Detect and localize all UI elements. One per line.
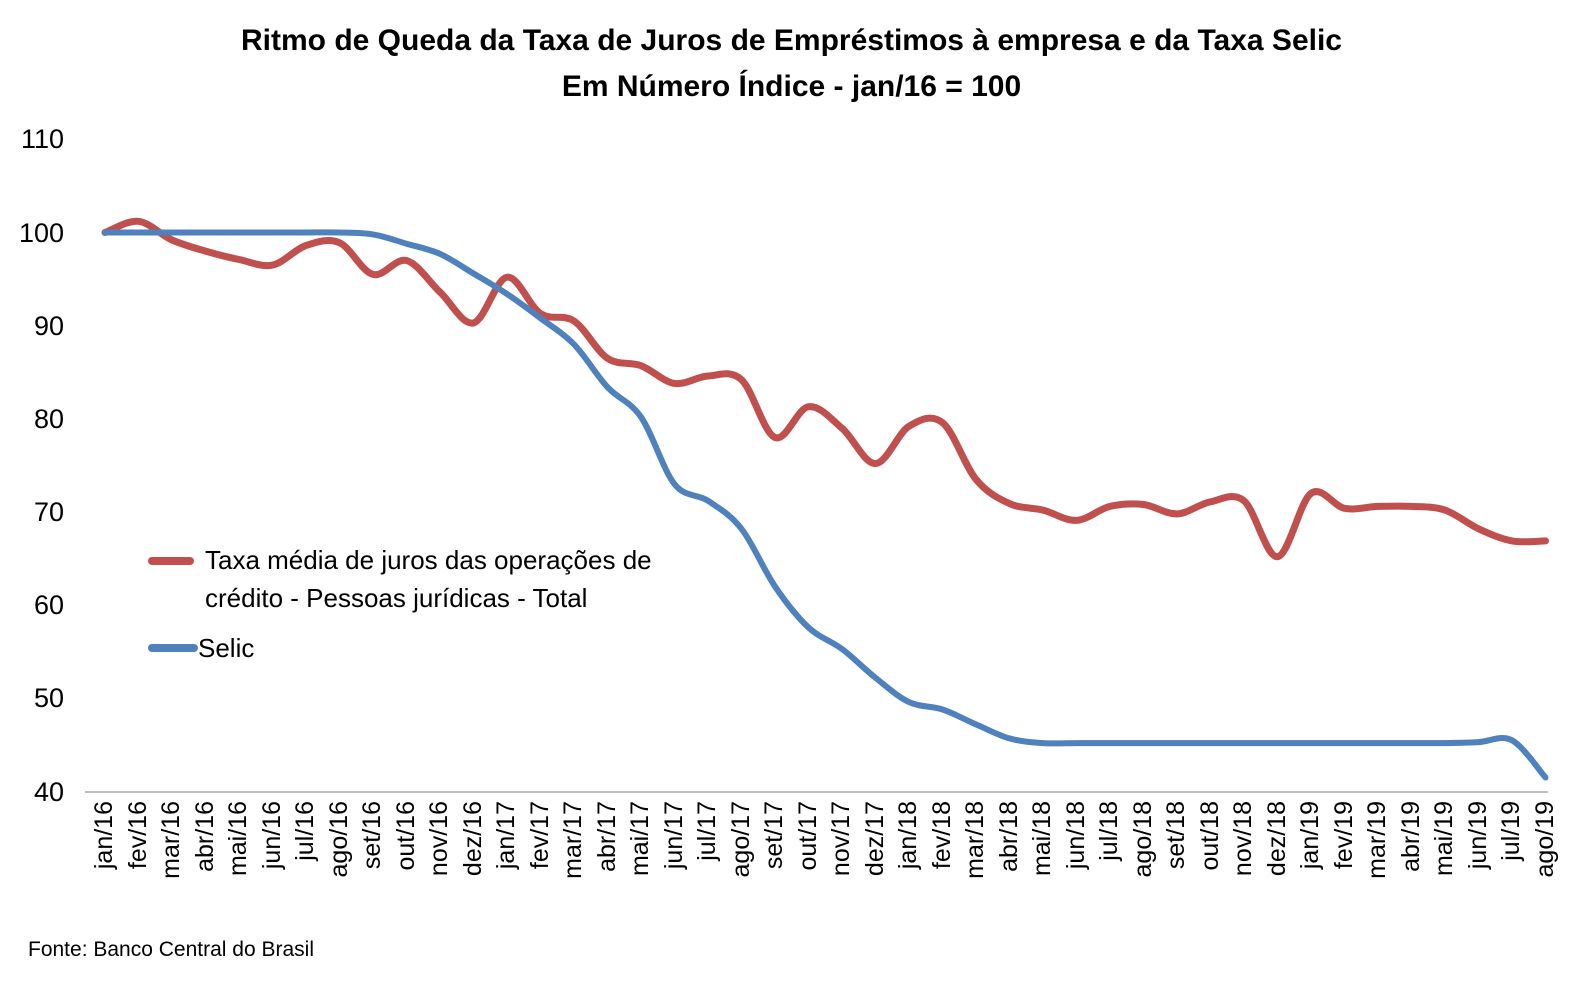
x-axis-tick-label: mai/17 <box>626 801 654 877</box>
x-axis-tick-label: fev/16 <box>123 801 152 870</box>
x-axis-tick-label: mar/19 <box>1363 801 1391 879</box>
y-axis-tick-label: 110 <box>20 124 64 155</box>
series-line-selic <box>102 229 1549 781</box>
legend-label-selic: Selic <box>198 633 255 663</box>
x-axis-tick-label: out/17 <box>793 801 822 871</box>
x-axis-tick-label: nov/18 <box>1229 801 1257 877</box>
x-axis-tick-label: abr/17 <box>592 801 621 872</box>
x-axis-tick-label: abr/18 <box>994 801 1023 872</box>
x-axis-tick-label: mai/16 <box>224 801 252 877</box>
y-axis-tick-label: 70 <box>33 497 64 527</box>
x-axis-tick-label: out/16 <box>391 801 420 871</box>
chart-title-line-1: Ritmo de Queda da Taxa de Juros de Empré… <box>241 24 1342 57</box>
x-axis-tick-label: set/16 <box>358 801 386 870</box>
x-axis-tick-label: set/17 <box>760 801 788 870</box>
x-axis-tick-label: dez/17 <box>860 801 889 877</box>
chart-title-line-2: Em Número Índice - jan/16 = 100 <box>561 70 1022 103</box>
legend-label-taxa-juros-line-2: crédito - Pessoas jurídicas - Total <box>205 583 588 613</box>
x-axis-tick-label: abr/19 <box>1396 801 1425 872</box>
source-note: Fonte: Banco Central do Brasil <box>28 938 314 961</box>
x-axis-tick-label: ago/16 <box>324 801 353 878</box>
legend-swatch-taxa-juros <box>148 557 194 565</box>
x-axis-tick-label: abr/16 <box>190 801 219 872</box>
x-axis-tick-label: fev/17 <box>525 801 554 870</box>
x-axis-tick-label: nov/16 <box>425 801 453 877</box>
x-axis-tick-label: jan/18 <box>894 801 922 870</box>
x-axis-tick-label: mar/17 <box>559 801 587 879</box>
x-axis-tick-label: jun/18 <box>1061 801 1090 870</box>
y-axis-tick-label: 100 <box>18 217 64 248</box>
y-axis-tick-label: 40 <box>33 776 64 807</box>
x-axis-tick-label: mar/16 <box>157 801 185 879</box>
legend-label-taxa-juros: Taxa média de juros das operações de cré… <box>205 541 652 617</box>
y-axis-tick-label: 90 <box>33 310 64 341</box>
y-axis-tick-label: 80 <box>33 403 64 434</box>
x-axis-tick-label: jun/19 <box>1463 801 1492 870</box>
x-axis-tick-label: fev/19 <box>1329 801 1358 870</box>
series-line-taxa-juros <box>101 217 1549 561</box>
y-axis-tick-label: 50 <box>33 683 64 714</box>
y-axis-tick-label: 60 <box>33 590 64 621</box>
x-axis-tick-label: mai/18 <box>1028 801 1056 877</box>
legend-swatch-selic <box>148 644 198 652</box>
x-axis-tick-label: mai/19 <box>1430 801 1458 877</box>
x-axis-line <box>85 790 1548 793</box>
x-axis-tick-label: jan/19 <box>1296 801 1324 870</box>
x-axis-tick-label: ago/17 <box>726 801 755 878</box>
x-axis-tick-label: jan/17 <box>492 801 520 870</box>
x-axis-tick-label: fev/18 <box>927 801 956 870</box>
legend-label-taxa-juros-line-1: Taxa média de juros das operações de <box>205 545 652 575</box>
x-axis-tick-label: jul/19 <box>1497 801 1525 861</box>
x-axis-tick-label: ago/19 <box>1530 801 1559 878</box>
x-axis-tick-label: nov/17 <box>827 801 855 877</box>
x-axis-tick-label: dez/16 <box>458 801 487 877</box>
x-axis-tick-label: set/18 <box>1162 801 1190 870</box>
chart-title: Ritmo de Queda da Taxa de Juros de Empré… <box>0 18 1583 110</box>
x-axis-tick-label: mar/18 <box>961 801 989 879</box>
x-axis-tick-label: jun/16 <box>257 801 286 870</box>
x-axis-tick-label: jul/16 <box>291 801 319 861</box>
x-axis-tick-label: jun/17 <box>659 801 688 870</box>
x-axis-tick-label: out/18 <box>1195 801 1224 871</box>
x-axis-tick-label: dez/18 <box>1262 801 1291 877</box>
x-axis-tick-label: jan/16 <box>90 801 118 870</box>
x-axis-tick-label: jul/17 <box>693 801 721 861</box>
x-axis-tick-label: jul/18 <box>1095 801 1123 861</box>
x-axis-tick-label: ago/18 <box>1128 801 1157 878</box>
